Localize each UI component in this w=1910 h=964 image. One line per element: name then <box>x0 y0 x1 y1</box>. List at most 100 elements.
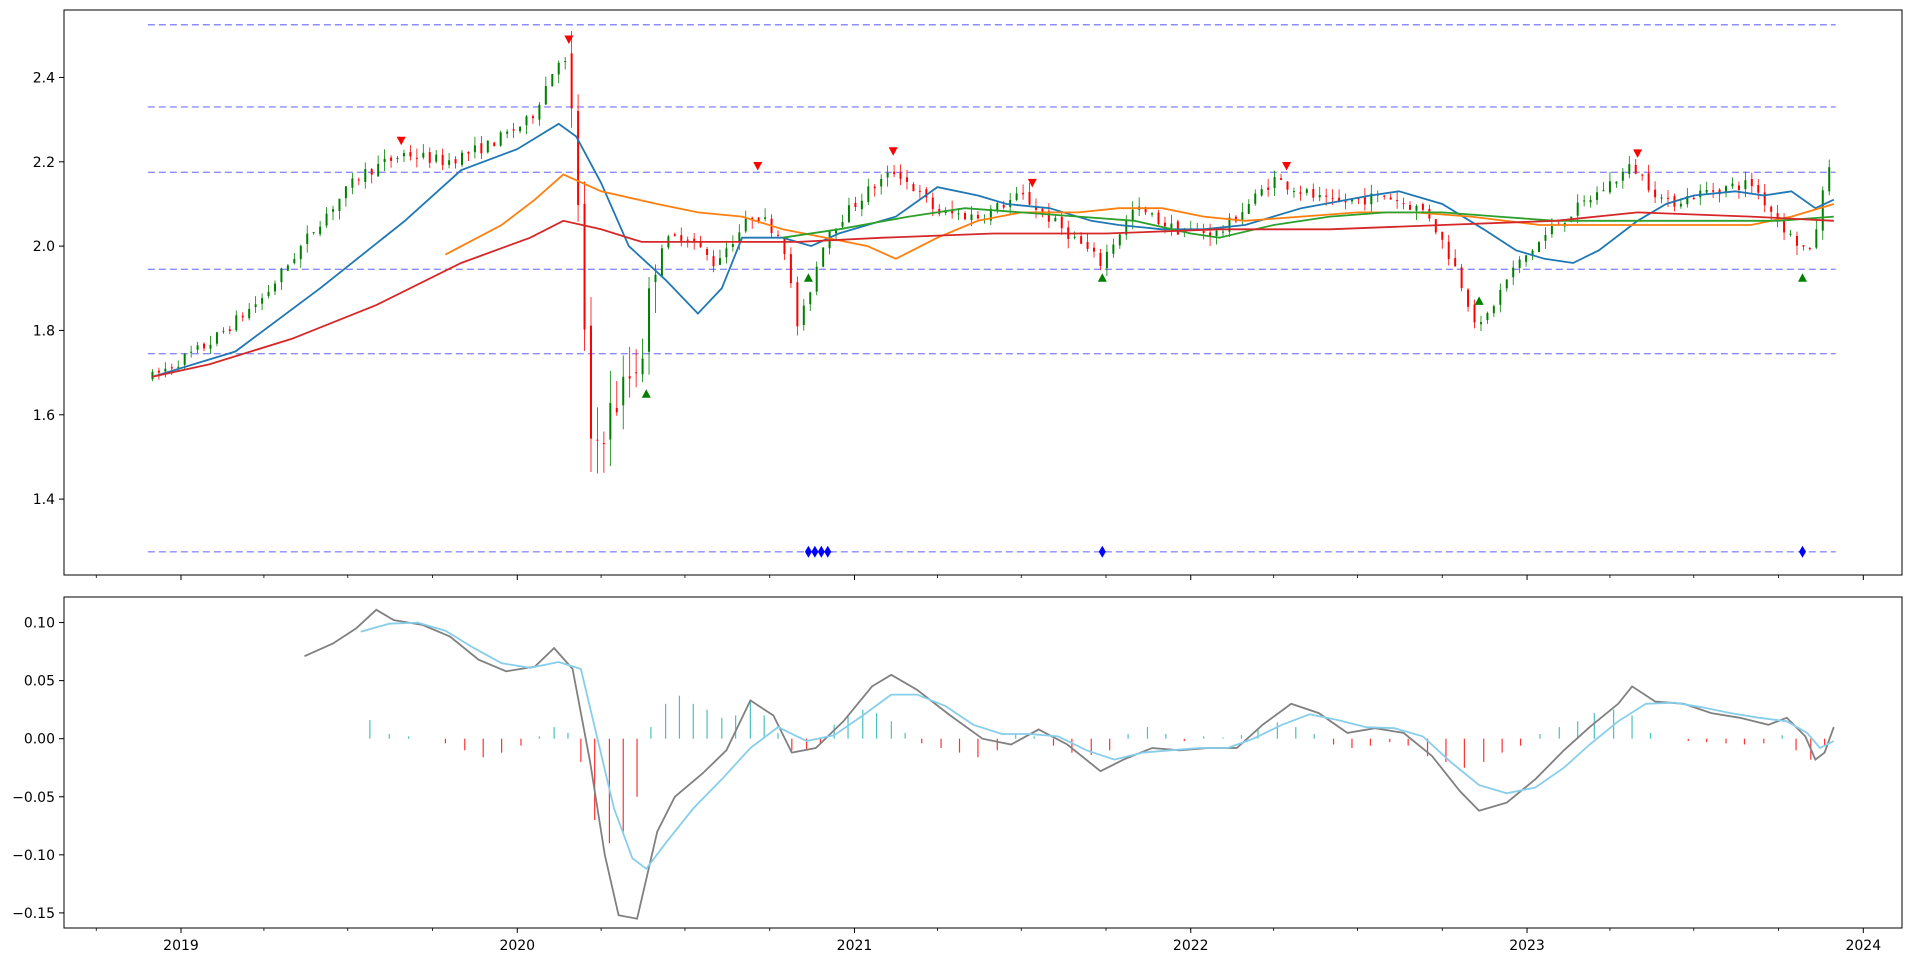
candle-body-down <box>1763 192 1766 206</box>
candle-body-down <box>751 217 754 220</box>
candle-body-up <box>325 213 328 226</box>
candle-body-up <box>1486 313 1489 321</box>
candle-body-up <box>622 376 625 406</box>
candle-body-down <box>789 254 792 284</box>
candle-body-up <box>177 366 180 368</box>
candle-body-down <box>228 329 231 332</box>
candle-body-down <box>1363 196 1366 205</box>
candle-body-up <box>1821 190 1824 231</box>
candle-body-up <box>1828 167 1831 192</box>
candle-body-up <box>1215 230 1218 237</box>
candle-body-up <box>1815 229 1818 248</box>
candle-body-down <box>1634 164 1637 174</box>
buy-signal-marker <box>1797 273 1807 282</box>
candle-body-up <box>1125 219 1128 235</box>
moving-average-line-2 <box>444 173 1835 260</box>
candle-body-down <box>1086 242 1089 249</box>
candle-body-up <box>312 232 315 234</box>
candle-body-up <box>1241 212 1244 220</box>
candle-body-down <box>467 151 470 154</box>
candle-body-down <box>854 202 857 207</box>
candle-body-up <box>544 86 547 105</box>
candle-body-down <box>1028 192 1031 205</box>
candle-body-down <box>512 129 515 131</box>
candle-body-up <box>1705 190 1708 193</box>
macd-line <box>304 608 1835 920</box>
candle-body-down <box>628 376 631 379</box>
candle-body-down <box>1467 289 1470 307</box>
candle-body-down <box>1718 189 1721 195</box>
candle-body-down <box>1770 206 1773 212</box>
macd-axes-frame <box>63 596 1903 929</box>
candle-body-up <box>822 247 825 267</box>
macd-y-tick-label: −0.15 <box>12 906 55 922</box>
candle-body-up <box>1350 199 1353 202</box>
candle-body-up <box>461 152 464 165</box>
candle-body-up <box>1531 250 1534 256</box>
candle-body-down <box>1802 245 1805 247</box>
candle-body-down <box>390 157 393 161</box>
candle-body-up <box>1518 259 1521 268</box>
candle-body-down <box>1060 216 1063 229</box>
candle-body-down <box>1757 185 1760 193</box>
candle-body-up <box>248 308 251 319</box>
candle-body-up <box>1415 205 1418 211</box>
candle-body-down <box>1280 178 1283 180</box>
candle-body-down <box>1325 195 1328 197</box>
candle-body-up <box>1499 289 1502 305</box>
candle-body-up <box>989 208 992 221</box>
candle-body-up <box>880 179 883 187</box>
candle-body-down <box>577 111 580 206</box>
candle-body-up <box>1118 234 1121 246</box>
candle-body-up <box>235 315 238 331</box>
candle-body-up <box>815 266 818 292</box>
candle-body-down <box>680 235 683 241</box>
price-y-tick-label: 2.4 <box>33 70 55 86</box>
candle-body-down <box>1163 222 1166 227</box>
candle-body-down <box>1176 221 1179 235</box>
candle-body-down <box>596 439 599 441</box>
sell-signal-marker <box>753 162 763 171</box>
candle-body-down <box>1157 212 1160 224</box>
candle-body-up <box>1318 194 1321 198</box>
candle-body-down <box>905 177 908 182</box>
candle-body-up <box>383 158 386 163</box>
candle-body-up <box>648 288 651 352</box>
candle-body-up <box>1583 200 1586 202</box>
diamond-signal-marker <box>1098 545 1106 558</box>
sell-signal-marker <box>1282 162 1292 171</box>
candle-body-up <box>332 209 335 212</box>
candle-body-down <box>241 315 244 318</box>
candle-body-up <box>957 213 960 215</box>
candle-body-up <box>1247 203 1250 214</box>
candle-body-down <box>635 372 638 374</box>
candle-body-up <box>286 265 289 271</box>
candle-body-up <box>209 344 212 349</box>
candle-body-up <box>1131 209 1134 221</box>
candle-body-up <box>351 178 354 188</box>
sell-signal-marker <box>1027 178 1037 188</box>
candle-body-down <box>157 370 160 373</box>
diamond-signal-marker <box>817 545 825 558</box>
candle-body-down <box>1776 213 1779 221</box>
macd-x-tick-label: 2024 <box>1845 938 1881 954</box>
candle-body-down <box>964 213 967 220</box>
candle-body-down <box>893 171 896 175</box>
sell-signal-marker <box>564 35 574 45</box>
candle-body-down <box>1338 197 1341 201</box>
candle-body-up <box>886 172 889 178</box>
candle-body-down <box>673 234 676 236</box>
candle-body-down <box>428 152 431 163</box>
candle-body-down <box>1454 258 1457 267</box>
candle-body-down <box>441 154 444 166</box>
sell-signal-marker <box>888 147 898 156</box>
candle-body-down <box>1647 173 1650 191</box>
candle-body-up <box>1505 279 1508 289</box>
candle-body-up <box>1170 223 1173 229</box>
candle-body-down <box>951 209 954 214</box>
macd-y-tick-label: −0.05 <box>12 790 55 806</box>
candle-body-up <box>1731 183 1734 187</box>
candle-body-down <box>783 237 786 254</box>
candle-body-up <box>538 104 541 120</box>
candle-body-up <box>970 214 973 221</box>
